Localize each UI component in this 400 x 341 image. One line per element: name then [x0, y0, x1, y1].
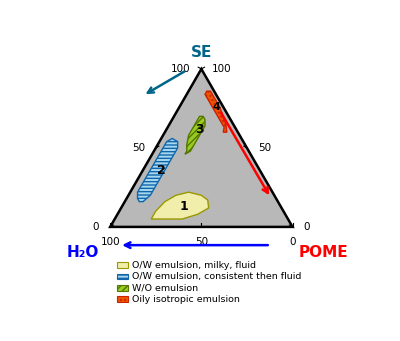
Bar — [118, 285, 128, 291]
Polygon shape — [110, 69, 292, 227]
Text: 50: 50 — [195, 237, 208, 247]
Text: 100: 100 — [212, 64, 232, 74]
Text: POME: POME — [299, 245, 348, 260]
Text: 100: 100 — [171, 64, 190, 74]
Text: O/W emulsion, consistent then fluid: O/W emulsion, consistent then fluid — [132, 272, 301, 281]
Bar — [118, 273, 128, 279]
Text: SE: SE — [191, 45, 212, 60]
Text: 2: 2 — [157, 164, 166, 177]
Text: Oily isotropic emulsion: Oily isotropic emulsion — [132, 295, 240, 303]
Text: 0: 0 — [93, 222, 99, 232]
Polygon shape — [205, 91, 227, 132]
Bar — [118, 296, 128, 302]
Bar — [118, 262, 128, 268]
Text: 100: 100 — [100, 237, 120, 247]
Polygon shape — [185, 116, 205, 154]
Text: 50: 50 — [132, 143, 145, 153]
Polygon shape — [138, 138, 178, 202]
Text: 1: 1 — [180, 200, 188, 213]
Polygon shape — [151, 192, 209, 219]
Text: 50: 50 — [258, 143, 271, 153]
Text: W/O emulsion: W/O emulsion — [132, 283, 198, 292]
Text: H₂O: H₂O — [67, 245, 99, 260]
Text: 4: 4 — [212, 102, 220, 112]
Text: O/W emulsion, milky, fluid: O/W emulsion, milky, fluid — [132, 261, 256, 270]
Text: 0: 0 — [304, 222, 310, 232]
Text: 3: 3 — [195, 122, 204, 135]
Text: 0: 0 — [289, 237, 296, 247]
